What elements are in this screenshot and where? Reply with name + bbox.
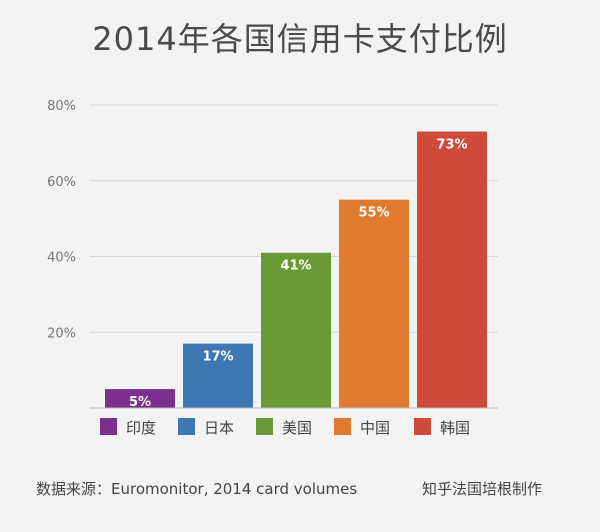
bar-0	[105, 389, 175, 408]
legend-swatch	[414, 418, 431, 435]
legend-swatch	[178, 418, 195, 435]
y-axis-ticks: 20% 40% 60% 80%	[47, 99, 76, 341]
legend-label: 印度	[126, 419, 156, 437]
y-tick-label: 20%	[47, 326, 76, 341]
bar-4	[417, 131, 487, 408]
legend-swatch	[334, 418, 351, 435]
legend-swatch	[100, 418, 117, 435]
bar-3	[339, 199, 409, 408]
legend: 印度 日本 美国 中国 韩国	[100, 418, 470, 437]
legend-label: 中国	[360, 419, 390, 437]
y-tick-label: 40%	[47, 251, 76, 266]
legend-label: 美国	[282, 419, 312, 437]
data-label: 5%	[129, 395, 151, 410]
bars	[105, 131, 487, 408]
y-tick-label: 80%	[47, 99, 76, 114]
legend-label: 日本	[204, 419, 234, 437]
source-note: 数据来源：Euromonitor, 2014 card volumes	[36, 480, 358, 498]
chart-title: 2014年各国信用卡支付比例	[92, 20, 508, 58]
bar-1	[183, 343, 253, 408]
data-labels: 5% 17% 41% 55% 73%	[129, 138, 468, 411]
data-label: 55%	[358, 206, 389, 221]
y-tick-label: 60%	[47, 175, 76, 190]
data-label: 73%	[436, 138, 467, 153]
bar-2	[261, 252, 331, 408]
data-label: 17%	[202, 350, 233, 365]
credit-note: 知乎法国培根制作	[422, 480, 543, 498]
data-label: 41%	[280, 259, 311, 274]
legend-swatch	[256, 418, 273, 435]
legend-label: 韩国	[440, 419, 470, 437]
